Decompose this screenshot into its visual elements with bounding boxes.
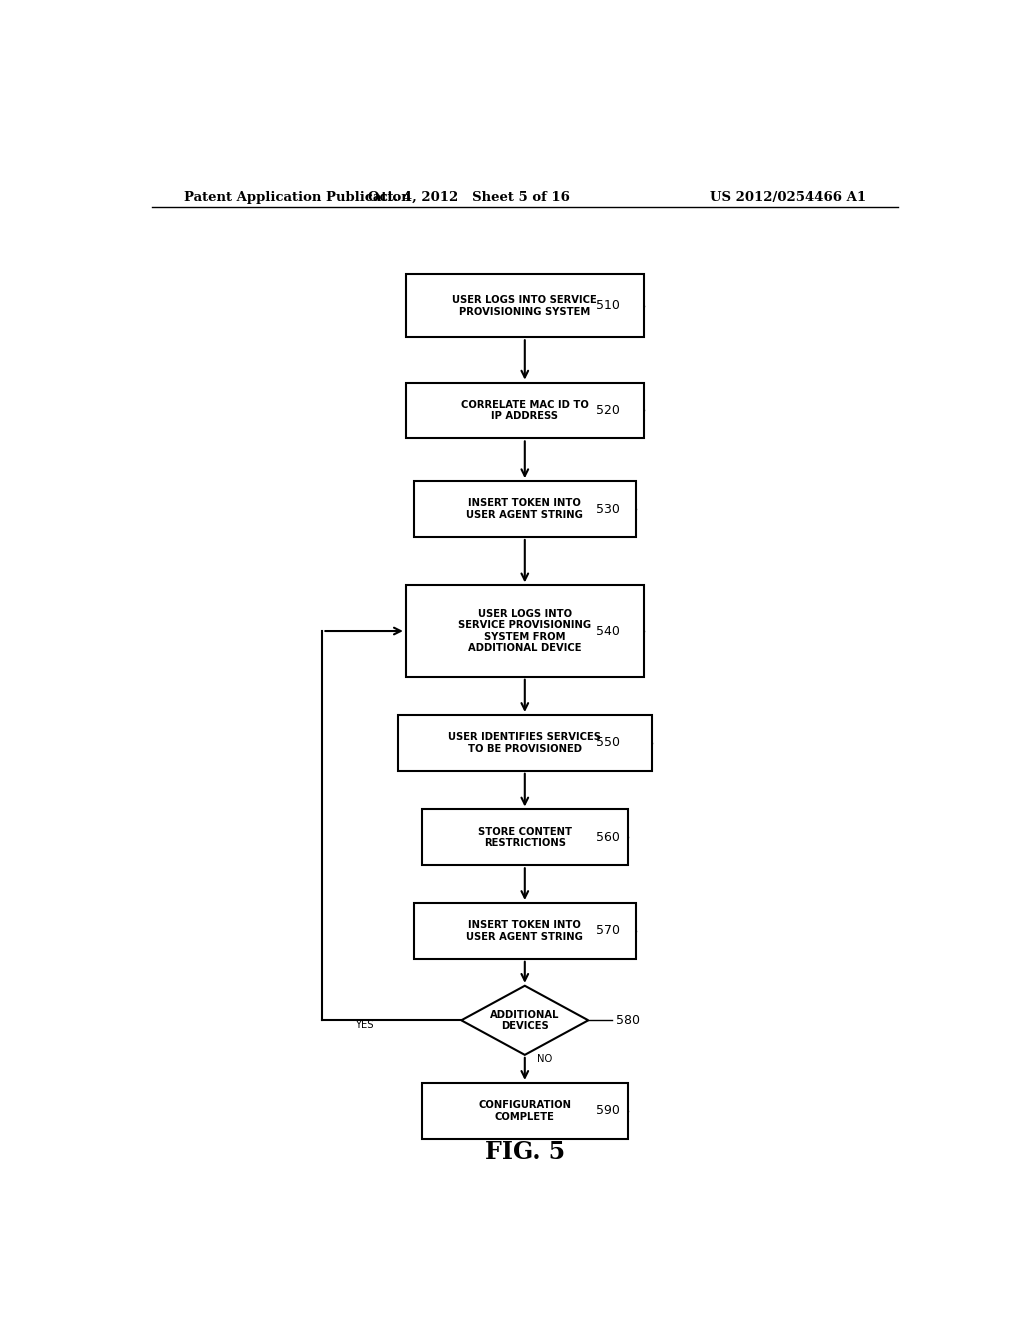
Text: 570: 570 (596, 924, 621, 937)
Text: USER LOGS INTO
SERVICE PROVISIONING
SYSTEM FROM
ADDITIONAL DEVICE: USER LOGS INTO SERVICE PROVISIONING SYST… (458, 609, 592, 653)
Bar (414, 903, 636, 958)
Bar (406, 275, 644, 338)
Text: FIG. 5: FIG. 5 (484, 1140, 565, 1164)
Text: STORE CONTENT
RESTRICTIONS: STORE CONTENT RESTRICTIONS (478, 826, 571, 849)
Text: Patent Application Publication: Patent Application Publication (183, 190, 411, 203)
Text: INSERT TOKEN INTO
USER AGENT STRING: INSERT TOKEN INTO USER AGENT STRING (466, 498, 584, 520)
Text: Oct. 4, 2012   Sheet 5 of 16: Oct. 4, 2012 Sheet 5 of 16 (369, 190, 570, 203)
Text: USER LOGS INTO SERVICE
PROVISIONING SYSTEM: USER LOGS INTO SERVICE PROVISIONING SYST… (453, 294, 597, 317)
Text: CONFIGURATION
COMPLETE: CONFIGURATION COMPLETE (478, 1100, 571, 1122)
Text: CORRELATE MAC ID TO
IP ADDRESS: CORRELATE MAC ID TO IP ADDRESS (461, 400, 589, 421)
Text: 530: 530 (596, 503, 621, 516)
Bar (397, 715, 651, 771)
Text: NO: NO (537, 1053, 552, 1064)
Text: 550: 550 (596, 737, 621, 750)
Text: 580: 580 (616, 1014, 640, 1027)
Bar (422, 809, 628, 866)
Text: 520: 520 (596, 404, 621, 417)
Text: ADDITIONAL
DEVICES: ADDITIONAL DEVICES (490, 1010, 559, 1031)
Text: 590: 590 (596, 1105, 621, 1117)
Bar (422, 1082, 628, 1139)
Bar (414, 480, 636, 537)
Text: USER IDENTIFIES SERVICES
TO BE PROVISIONED: USER IDENTIFIES SERVICES TO BE PROVISION… (449, 733, 601, 754)
Text: 560: 560 (596, 830, 621, 843)
Bar (406, 383, 644, 438)
Text: 510: 510 (596, 300, 621, 313)
Text: 540: 540 (596, 624, 621, 638)
Text: INSERT TOKEN INTO
USER AGENT STRING: INSERT TOKEN INTO USER AGENT STRING (466, 920, 584, 941)
Bar (406, 585, 644, 677)
Text: US 2012/0254466 A1: US 2012/0254466 A1 (710, 190, 866, 203)
Polygon shape (461, 986, 588, 1055)
Text: YES: YES (355, 1020, 374, 1031)
